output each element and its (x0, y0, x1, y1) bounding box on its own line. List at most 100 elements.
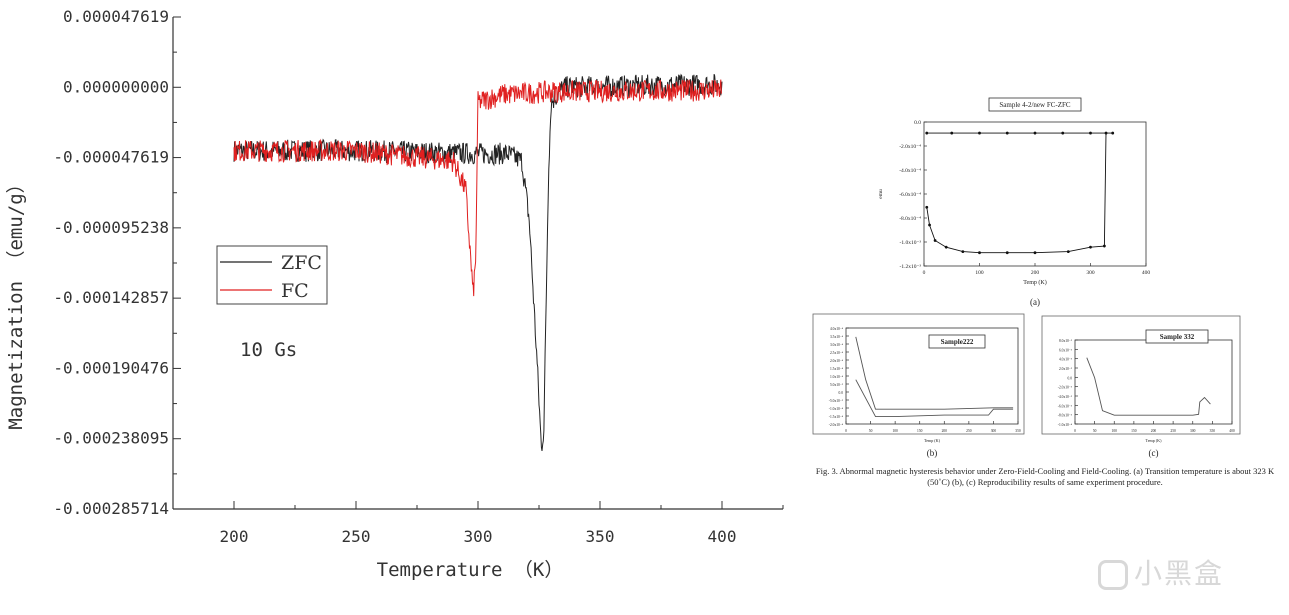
inset-y-tick-label: 2.5x10⁻⁴ (830, 351, 844, 355)
inset-axes (923, 121, 1147, 267)
inset-y-tick-label: 2.0x10⁻⁴ (830, 359, 844, 363)
inset-y-tick-label: -1.5x10⁻⁴ (829, 415, 844, 419)
inset-x-tick-label: 200 (1151, 429, 1157, 433)
watermark: 小黑盒 (1098, 552, 1224, 592)
x-tick-label: 300 (464, 527, 493, 546)
inset-title-box (928, 334, 986, 349)
inset-y-tick-label: -1.0x10⁻⁴ (1058, 423, 1073, 427)
inset-plot-b: 0 50 100 150 200 250 300 350 4.0x10⁻⁴ 3.5x10⁻⁴ 3.0… (812, 313, 1025, 458)
inset-point (978, 131, 981, 135)
inset-x-tick-label: 50 (1093, 429, 1097, 433)
inset-series-line (855, 379, 1014, 418)
series-line-fc (233, 79, 723, 297)
field-annotation: 10 Gs (240, 339, 297, 361)
inset-y-tick-label: -2.0x10⁻⁴ (899, 144, 921, 150)
inset-y-tick-label: 3.5x10⁻⁴ (830, 335, 844, 339)
legend: ZFC FC (216, 245, 328, 305)
inset-x-tick-label: 250 (1170, 429, 1176, 433)
inset-point (1066, 250, 1070, 254)
inset-x-tick-label: 200 (1031, 270, 1040, 276)
inset-x-tick-label: 0 (845, 429, 847, 433)
inset-title: Sample 4-2/new FC-ZFC (999, 101, 1070, 109)
inset-y-tick-label: -1.0x10⁻³ (899, 240, 921, 246)
x-tick-label: 350 (586, 527, 615, 546)
inset-point (961, 250, 965, 254)
inset-x-tick-label: 300 (1190, 429, 1196, 433)
inset-point (1005, 131, 1009, 135)
y-axis-label: Magnetization （emu/g） (5, 174, 27, 429)
y-axis-title: Magnetization （emu/g） (5, 174, 27, 429)
y-tick-label: -0.000095238 (53, 218, 169, 237)
y-tick-label: 0.000000000 (63, 77, 169, 96)
inset-y-tick-label: 0.0 (1068, 376, 1073, 380)
inset-y-tick-label: 1.5x10⁻⁴ (830, 367, 844, 371)
inset-x-tick-label: 50 (869, 429, 873, 433)
inset-sublabel: (a) (1030, 297, 1040, 307)
inset-y-tick-label: -6.0x10⁻⁴ (899, 192, 921, 198)
inset-sublabel: (b) (927, 448, 938, 458)
legend-label-fc: FC (281, 280, 309, 302)
x-tick-label: 250 (342, 527, 371, 546)
inset-y-tick-label: -4.0x10⁻⁵ (1058, 395, 1073, 399)
inset-point (1005, 251, 1009, 255)
inset-title-box (988, 97, 1082, 112)
inset-point (1089, 131, 1092, 135)
inset-y-tick-label: 0.0 (914, 120, 921, 126)
legend-box (216, 245, 328, 305)
watermark-logo-icon (1098, 560, 1128, 590)
inset-title-box (1145, 329, 1209, 344)
inset-y-tick-label: -1.2x10⁻³ (899, 264, 921, 270)
inset-series-line (855, 336, 1014, 410)
inset-point (925, 131, 929, 135)
inset-point (1111, 131, 1115, 135)
inset-x-tick-label: 350 (1015, 429, 1021, 433)
inset-point (925, 205, 929, 209)
inset-axes (1074, 339, 1233, 425)
inset-x-label: Temp (K) (1146, 438, 1163, 443)
inset-point (978, 251, 981, 255)
y-tick-label: -0.000238095 (53, 429, 169, 448)
inset-y-tick-label: -8.0x10⁻⁴ (899, 216, 921, 222)
inset-x-tick-label: 300 (991, 429, 997, 433)
inset-frame (1041, 315, 1241, 435)
x-tick-label: 400 (708, 527, 737, 546)
figure-caption: Fig. 3. Abnormal magnetic hysteresis beh… (815, 466, 1275, 487)
inset-point (944, 245, 948, 249)
inset-y-tick-label: -5.0x10⁻⁵ (829, 399, 844, 403)
inset-y-tick-label: 2.0x10⁻⁵ (1059, 367, 1073, 371)
inset-x-tick-label: 300 (1086, 270, 1095, 276)
inset-x-tick-label: 350 (1210, 429, 1216, 433)
inset-y-tick-label: 4.0x10⁻⁵ (1059, 358, 1073, 362)
watermark-text: 小黑盒 (1134, 557, 1225, 590)
legend-label-zfc: ZFC (281, 252, 322, 274)
x-tick-label: 200 (220, 527, 249, 546)
y-tick-label: -0.000047619 (53, 148, 169, 167)
inset-point (1102, 244, 1106, 248)
inset-x-tick-label: 0 (1074, 429, 1076, 433)
y-tick-label: -0.000142857 (53, 288, 169, 307)
inset-y-tick-label: -2.0x10⁻⁴ (829, 423, 844, 427)
inset-y-tick-label: 4.0x10⁻⁴ (830, 327, 844, 331)
inset-title: Sample 332 (1160, 333, 1195, 341)
inset-y-tick-label: -4.0x10⁻⁴ (899, 168, 921, 174)
inset-title: Sample222 (941, 338, 974, 346)
inset-y-tick-label: 8.0x10⁻⁵ (1059, 339, 1073, 343)
inset-point (928, 223, 931, 227)
y-tick-label: -0.000190476 (53, 358, 169, 377)
inset-x-tick-label: 150 (1131, 429, 1137, 433)
inset-y-tick-label: 6.0x10⁻⁵ (1059, 348, 1073, 352)
inset-x-tick-label: 250 (966, 429, 972, 433)
inset-y-tick-label: -6.0x10⁻⁵ (1058, 404, 1073, 408)
inset-point (1104, 131, 1108, 135)
inset-point (1089, 245, 1092, 249)
inset-x-tick-label: 100 (975, 270, 984, 276)
y-tick-label: 0.000047619 (63, 7, 169, 26)
inset-y-tick-label: 3.0x10⁻⁴ (830, 343, 844, 347)
inset-y-tick-label: -2.0x10⁻⁵ (1058, 386, 1073, 390)
inset-frame (812, 313, 1025, 435)
inset-point (1033, 251, 1037, 255)
inset-series-line (926, 133, 1107, 254)
inset-sublabel: (c) (1149, 448, 1159, 458)
y-tick-label: -0.000285714 (53, 499, 169, 518)
